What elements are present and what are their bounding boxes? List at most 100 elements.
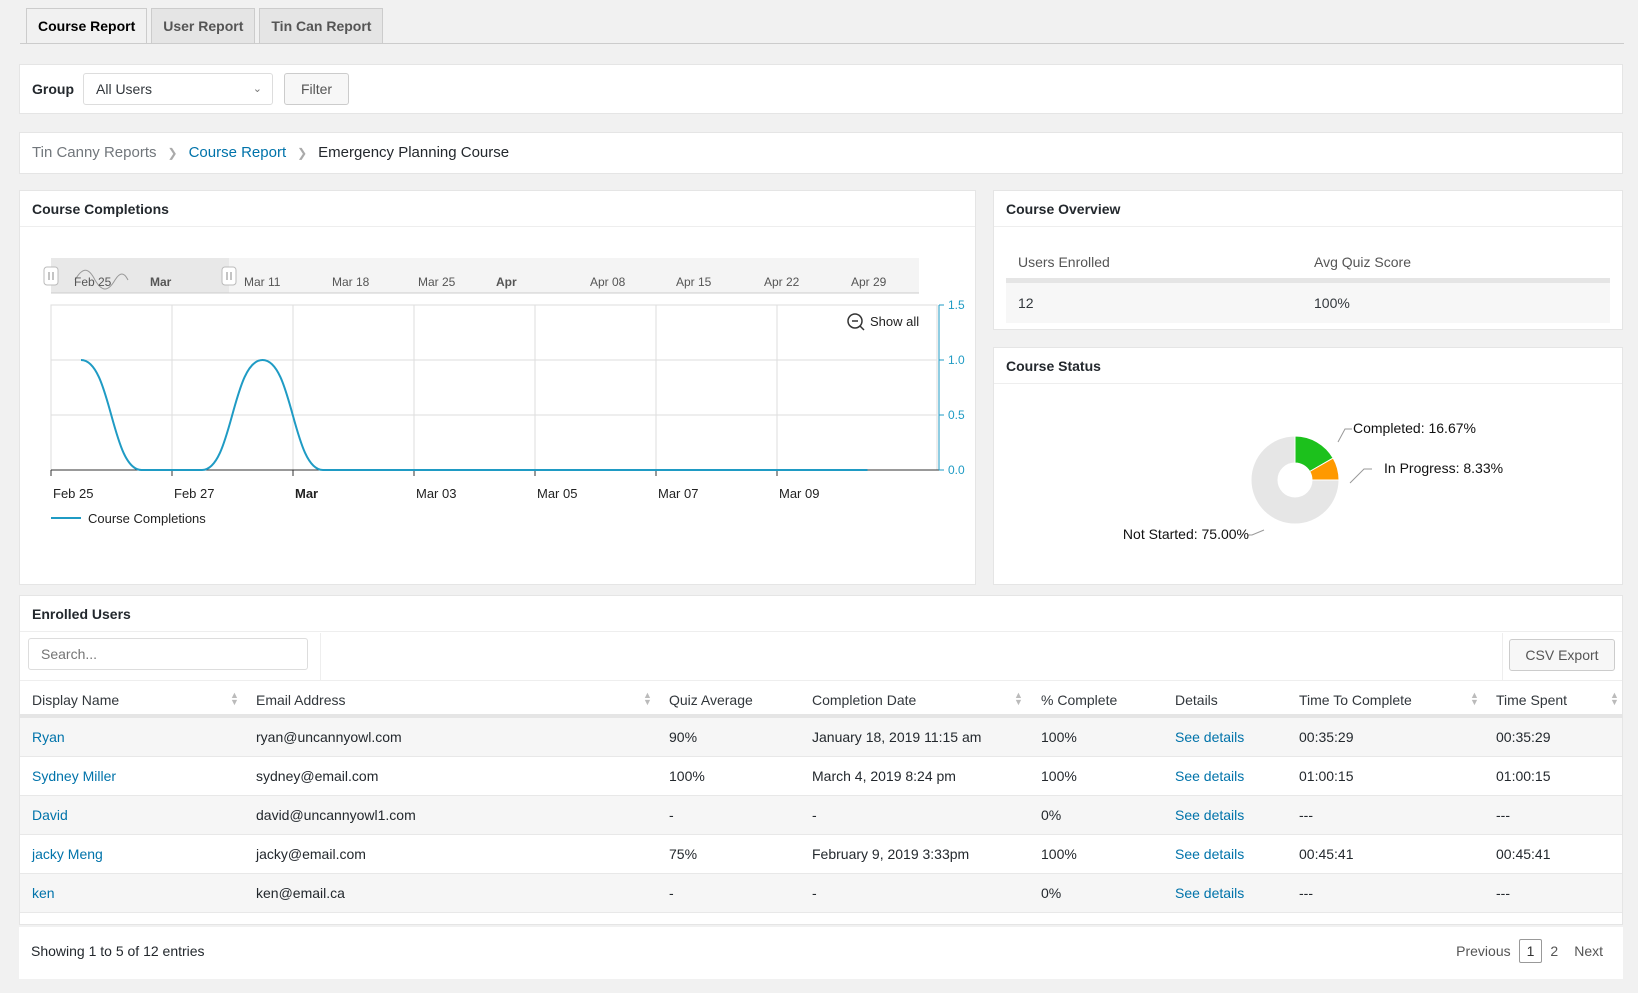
tab-tin-can-report[interactable]: Tin Can Report — [259, 8, 384, 44]
cell-completion-date: March 4, 2019 8:24 pm — [812, 768, 956, 784]
table-row: Sydney Miller sydney@email.com 100% March 4… — [20, 757, 1622, 796]
report-tabs: Course Report User Report Tin Can Report — [26, 8, 384, 44]
breadcrumb-current: Emergency Planning Course — [318, 144, 510, 161]
x-tick-label: Mar — [295, 486, 318, 501]
breadcrumb-section[interactable]: Course Report — [188, 144, 287, 161]
sort-icon[interactable]: ▲ ▼ — [1470, 690, 1479, 707]
breadcrumb-root[interactable]: Tin Canny Reports — [32, 144, 157, 161]
enrolled-users-title: Enrolled Users — [20, 596, 1622, 632]
cell-display-name[interactable]: David — [32, 807, 68, 823]
cell-percent-complete: 0% — [1041, 807, 1062, 823]
cell-details-link[interactable]: See details — [1175, 768, 1245, 784]
completions-chart: Feb 25 Mar Mar 11 Mar 18 Mar 25 Apr Apr 08 Apr … — [43, 258, 965, 526]
chart-gridlines — [51, 305, 937, 470]
cell-quiz-average: 100% — [669, 768, 705, 784]
x-tick-label: Feb 27 — [174, 486, 214, 501]
navigator-series — [74, 269, 129, 290]
cell-details-link[interactable]: See details — [1175, 885, 1245, 901]
filter-button[interactable]: Filter — [284, 73, 349, 105]
series-line-course-completions — [80, 358, 868, 471]
entries-info: Showing 1 to 5 of 12 entries — [31, 943, 205, 959]
cell-display-name[interactable]: ken — [32, 885, 55, 901]
cell-completion-date: - — [812, 807, 817, 823]
table-row: Ryan ryan@uncannyowl.com 90% January 18, 20… — [20, 718, 1622, 757]
col-time-spent[interactable]: Time Spent — [1496, 692, 1568, 708]
x-tick-label: Mar 05 — [537, 486, 577, 501]
page-2-button[interactable]: 2 — [1550, 943, 1559, 959]
cell-completion-date: January 18, 2019 11:15 am — [812, 729, 982, 745]
x-axis-ticks: Feb 25 Feb 27 Mar Mar 03 Mar 05 Mar 07 Mar 09 — [50, 470, 819, 501]
col-percent-complete[interactable]: % Complete — [1041, 692, 1118, 708]
cell-completion-date: February 9, 2019 3:33pm — [812, 846, 970, 862]
cell-display-name[interactable]: jacky Meng — [32, 846, 103, 862]
cell-time-spent: --- — [1496, 807, 1510, 823]
toolbar-divider-right — [1502, 633, 1503, 680]
tab-user-report[interactable]: User Report — [151, 8, 256, 44]
previous-page-button[interactable]: Previous — [1456, 943, 1511, 959]
cell-display-name[interactable]: Sydney Miller — [32, 768, 117, 784]
cell-time-to-complete: --- — [1299, 885, 1313, 901]
navigator-label: Mar — [150, 275, 172, 289]
course-status-donut: Completed: 16.67% In Progress: 8.33% Not… — [1123, 420, 1503, 542]
overview-value-row: 12 100% — [1006, 283, 1610, 323]
overview-users-enrolled: 12 — [1018, 295, 1034, 311]
show-all-label: Show all — [870, 314, 919, 329]
course-overview-panel: Course Overview Users Enrolled Avg Quiz … — [993, 190, 1623, 330]
navigator-selection[interactable] — [51, 258, 229, 293]
table-row: David david@uncannyowl1.com - - 0% See detail… — [20, 796, 1622, 835]
in-progress-label: In Progress: 8.33% — [1384, 460, 1503, 476]
navigator-label: Apr 15 — [676, 275, 712, 289]
navigator-right-handle[interactable] — [221, 266, 237, 286]
cell-time-spent: --- — [1496, 885, 1510, 901]
y-tick-label: 0.0 — [948, 463, 965, 477]
x-tick-label: Mar 03 — [416, 486, 456, 501]
navigator-label: Apr 22 — [764, 275, 800, 289]
x-tick-label: Feb 25 — [53, 486, 93, 501]
cell-quiz-average: - — [669, 885, 674, 901]
chevron-right-icon: ❯ — [297, 145, 308, 160]
navigator-label: Mar 25 — [418, 275, 456, 289]
cell-email: david@uncannyowl1.com — [256, 807, 416, 823]
cell-time-to-complete: 00:35:29 — [1299, 729, 1354, 745]
col-time-to-complete[interactable]: Time To Complete — [1299, 692, 1412, 708]
navigator-left-handle[interactable] — [43, 266, 59, 286]
group-label: Group — [32, 81, 74, 97]
cell-time-to-complete: 01:00:15 — [1299, 768, 1354, 784]
show-all-button[interactable]: Show all — [847, 313, 919, 331]
col-display-name[interactable]: Display Name — [32, 692, 120, 708]
next-page-button[interactable]: Next — [1574, 943, 1603, 959]
course-status-title: Course Status — [994, 348, 1622, 384]
cell-details-link[interactable]: See details — [1175, 807, 1245, 823]
legend-label: Course Completions — [88, 511, 206, 526]
breadcrumb: Tin Canny Reports ❯ Course Report ❯ Emer… — [19, 132, 1623, 174]
navigator-labels: Feb 25 Mar Mar 11 Mar 18 Mar 25 Apr Apr 08 Apr … — [74, 275, 887, 289]
not-started-label: Not Started: 75.00% — [1123, 526, 1249, 542]
table-body: Ryan ryan@uncannyowl.com 90% January 18, 20… — [20, 718, 1622, 913]
col-quiz-average[interactable]: Quiz Average — [669, 692, 753, 708]
sort-icon[interactable]: ▲ ▼ — [1610, 690, 1619, 707]
sort-icon[interactable]: ▲ ▼ — [230, 690, 239, 707]
cell-email: jacky@email.com — [256, 846, 366, 862]
search-input[interactable] — [28, 638, 308, 670]
cell-details-link[interactable]: See details — [1175, 846, 1245, 862]
cell-time-to-complete: --- — [1299, 807, 1313, 823]
y-tick-label: 1.5 — [948, 298, 965, 312]
sort-icon[interactable]: ▲ ▼ — [1014, 690, 1023, 707]
y-tick-label: 1.0 — [948, 353, 965, 367]
plot-area — [50, 304, 938, 471]
cell-details-link[interactable]: See details — [1175, 729, 1245, 745]
sort-icon[interactable]: ▲ ▼ — [643, 690, 652, 707]
col-completion-date[interactable]: Completion Date — [812, 692, 917, 708]
cell-completion-date: - — [812, 885, 817, 901]
col-email-address[interactable]: Email Address — [256, 692, 346, 708]
tab-course-report[interactable]: Course Report — [26, 8, 148, 44]
csv-export-button[interactable]: CSV Export — [1509, 639, 1615, 671]
zoom-out-icon — [847, 313, 863, 329]
toolbar-divider — [320, 633, 321, 680]
page-1-button[interactable]: 1 — [1518, 939, 1543, 963]
overview-header-quiz: Avg Quiz Score — [1314, 254, 1412, 270]
navigator-label: Apr — [496, 275, 517, 289]
cell-display-name[interactable]: Ryan — [32, 729, 65, 745]
group-select[interactable]: All Users ⌄ — [83, 73, 273, 105]
navigator-label: Mar 18 — [332, 275, 370, 289]
